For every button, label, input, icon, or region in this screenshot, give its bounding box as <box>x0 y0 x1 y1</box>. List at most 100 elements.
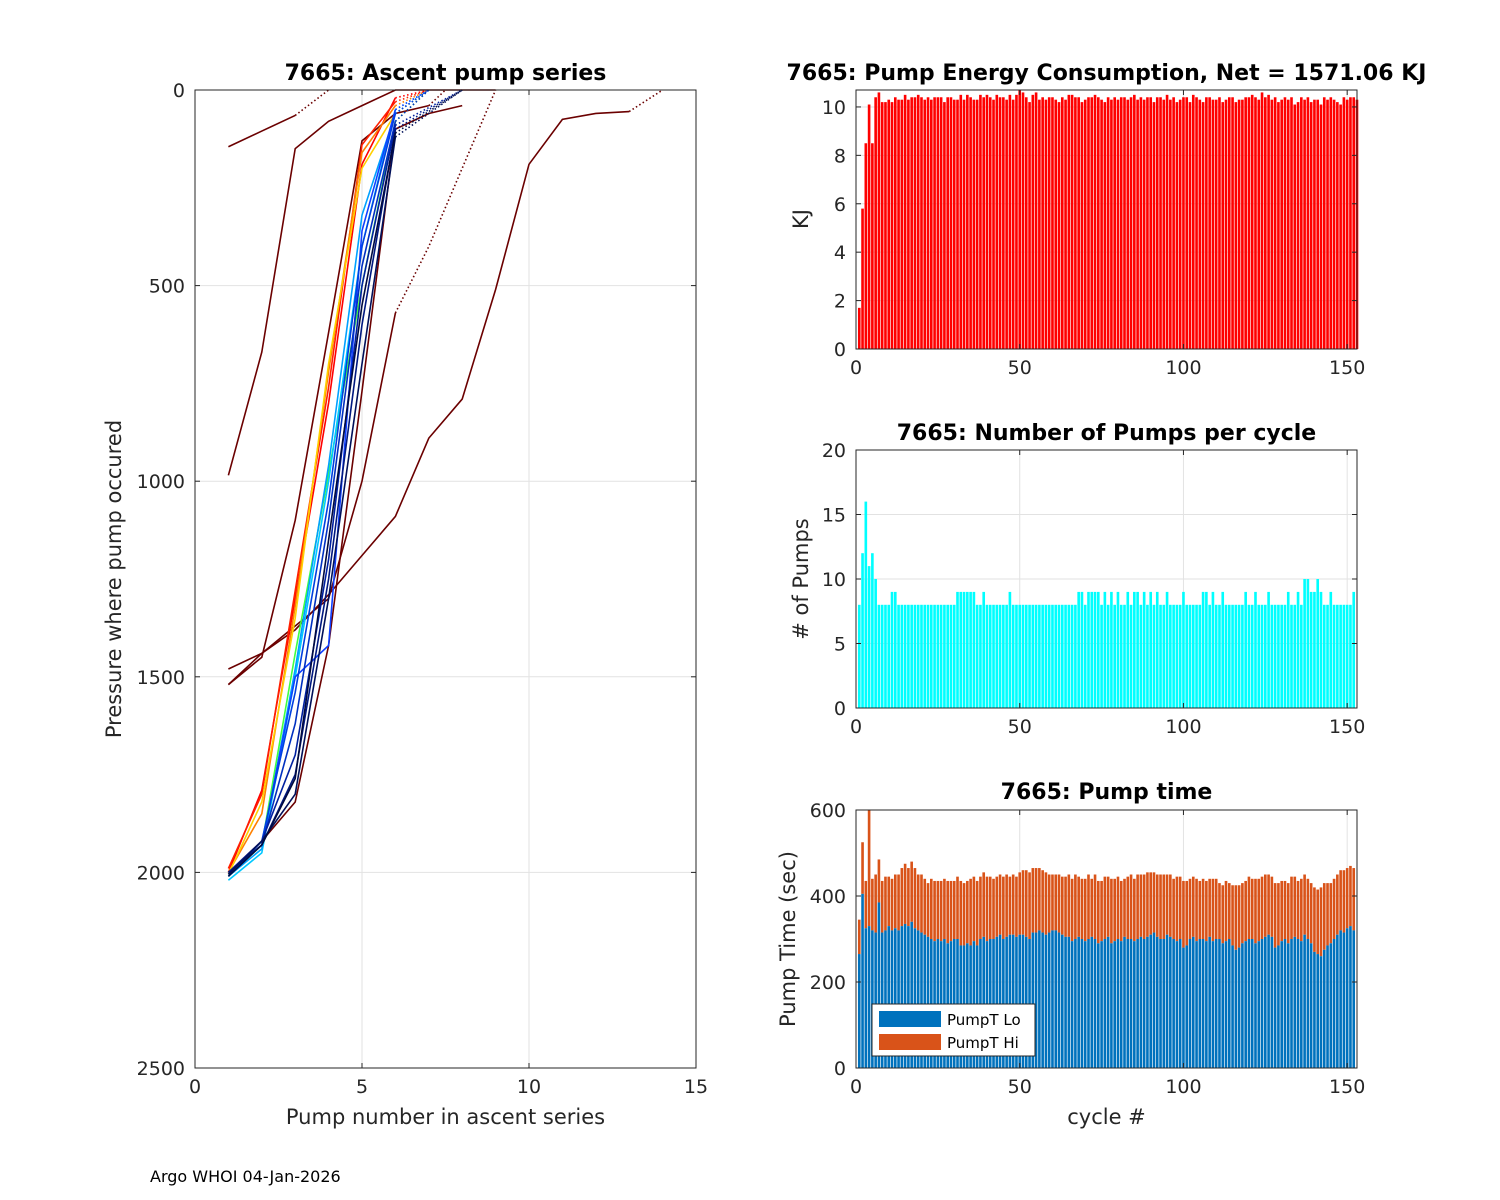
pumptime-x-tick-label: 50 <box>1008 1076 1032 1098</box>
pumps-bar <box>887 604 891 708</box>
pumptime-bar-hi <box>988 876 992 939</box>
pumps-bar <box>1270 604 1274 708</box>
pumptime-bar-lo <box>1162 939 1166 1068</box>
pumptime-bar-hi <box>1309 883 1313 944</box>
pumptime-bar-hi <box>1241 883 1244 944</box>
pumptime-bar-hi <box>1060 876 1064 935</box>
pumps-bar <box>1133 591 1136 708</box>
ascent-x-tick-label: 0 <box>189 1076 201 1098</box>
ascent-series-dotted-outlier-e <box>294 89 330 117</box>
pumptime-bar-hi <box>887 876 891 927</box>
ascent-series-line-series-navy-2 <box>227 136 397 875</box>
pumptime-bar-hi <box>1024 870 1028 937</box>
pumps-bar <box>1129 604 1133 708</box>
pumps-bar <box>956 591 959 708</box>
pumptime-bar-hi <box>1227 883 1231 939</box>
energy-bar <box>1155 97 1159 349</box>
pumps-bar <box>1300 604 1303 708</box>
pumptime-bar-hi <box>1123 878 1126 937</box>
pumps-bar <box>1221 591 1225 708</box>
energy-bar <box>1329 97 1333 349</box>
energy-bar <box>1247 97 1251 349</box>
energy-bar <box>975 99 979 349</box>
pumps-bar <box>1067 604 1071 708</box>
pumptime-bar-hi <box>1250 878 1254 939</box>
pumptime-bar-lo <box>1319 956 1323 1068</box>
energy-bar <box>1008 94 1012 349</box>
energy-bar <box>1306 97 1310 349</box>
pumps-bar <box>1126 591 1130 708</box>
pumps-bar <box>1165 591 1169 708</box>
pumptime-bar-hi <box>966 880 969 944</box>
pumptime-bar-lo <box>1044 934 1048 1068</box>
pumps-bar <box>959 591 963 708</box>
pumptime-bar-hi <box>867 810 871 927</box>
ascent-y-tick-label: 1000 <box>137 471 185 493</box>
ascent-x-axis-label: Pump number in ascent series <box>286 1105 605 1129</box>
pumptime-bar-hi <box>1074 874 1077 939</box>
energy-bar <box>1188 102 1192 349</box>
ascent-series-dotted-series-navy-2 <box>394 89 463 138</box>
pumptime-bar-lo <box>1326 945 1329 1068</box>
pumptime-bar-hi <box>861 842 864 894</box>
ascent-series-dotted-series-red-1 <box>395 89 429 99</box>
pumps-bar <box>1041 604 1044 708</box>
energy-bar <box>1237 99 1241 349</box>
energy-bar <box>1313 99 1316 349</box>
pumptime-bar-lo <box>1031 932 1035 1068</box>
pumps-bar <box>1178 604 1182 708</box>
energy-bar <box>1100 99 1103 349</box>
pumptime-bar-hi <box>1191 876 1195 937</box>
energy-bar <box>877 92 881 349</box>
pumps-bar <box>979 604 982 708</box>
pumptime-bar-lo <box>1267 934 1270 1068</box>
pumps-bar <box>1018 604 1022 708</box>
pumps-bar <box>861 553 864 708</box>
pumptime-bar-lo <box>1303 934 1306 1068</box>
pumps-bar <box>1028 604 1031 708</box>
pumps-bar <box>1296 591 1300 708</box>
pumps-bar <box>874 579 877 708</box>
pumps-bar <box>930 604 933 708</box>
pumptime-bar-hi <box>1231 885 1234 946</box>
energy-bar <box>1218 97 1221 349</box>
pumptime-bar-hi <box>923 878 927 935</box>
pumps-bar <box>1257 604 1261 708</box>
pumptime-bar-hi <box>1244 880 1247 942</box>
energy-bar <box>1015 94 1018 349</box>
energy-bar <box>1178 99 1182 349</box>
energy-bar <box>1136 99 1139 349</box>
pumptime-bar-hi <box>1106 876 1110 937</box>
energy-bar <box>1034 92 1038 349</box>
energy-bar <box>962 99 966 349</box>
pumptime-bar-lo <box>1234 949 1238 1068</box>
pumptime-bar-lo <box>1273 947 1277 1068</box>
pumps-bar <box>893 591 897 708</box>
pumptime-y-tick-label: 400 <box>810 886 846 908</box>
energy-bar <box>966 94 969 349</box>
pumps-bar <box>1116 591 1120 708</box>
pumps-bar <box>923 604 927 708</box>
pumptime-bar-lo <box>1339 930 1342 1068</box>
pumps-bar <box>1139 604 1143 708</box>
pumptime-bar-lo <box>1349 926 1352 1068</box>
pumptime-bar-hi <box>943 878 946 939</box>
energy-bar <box>893 97 897 349</box>
pumps-bar <box>1044 604 1048 708</box>
pumptime-bar-hi <box>864 880 868 929</box>
energy-bar <box>930 99 933 349</box>
energy-bar <box>1133 94 1136 349</box>
pumps-bar <box>1254 591 1257 708</box>
energy-bar <box>916 94 920 349</box>
pumps-bar <box>1034 604 1038 708</box>
energy-bar <box>1221 102 1225 349</box>
pumps-bar <box>995 604 999 708</box>
pumptime-bar-hi <box>969 878 972 946</box>
pumptime-bar-lo <box>1254 943 1257 1068</box>
energy-bar <box>1273 97 1277 349</box>
energy-bar <box>1172 97 1175 349</box>
pumptime-bar-hi <box>1352 868 1356 931</box>
pumptime-bar-lo <box>874 932 877 1068</box>
energy-bar <box>1074 97 1077 349</box>
pumptime-bar-lo <box>1047 932 1051 1068</box>
